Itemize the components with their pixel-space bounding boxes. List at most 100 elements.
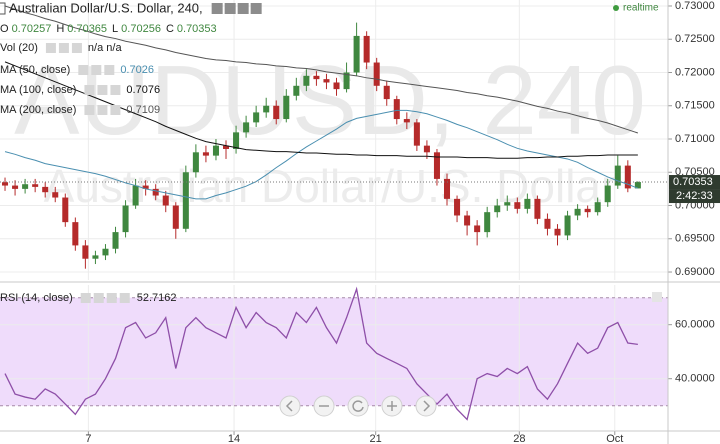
- ohlc-label: O: [0, 23, 9, 35]
- candle-body: [584, 208, 591, 213]
- candle-body: [363, 35, 370, 63]
- candle-body: [604, 185, 611, 203]
- candle-body: [403, 119, 410, 123]
- candle-body: [484, 212, 491, 233]
- title-icon: [250, 3, 262, 14]
- x-tick-label: 7: [85, 433, 91, 444]
- legend-icon: [78, 65, 89, 75]
- legend-icon: [119, 293, 130, 303]
- candle-body: [373, 62, 380, 86]
- candle-body: [152, 188, 159, 196]
- legend-icon: [97, 105, 108, 115]
- volume-legend: Vol (20): [0, 42, 38, 54]
- legend-icon: [84, 85, 95, 95]
- legend-icon: [106, 293, 117, 303]
- scroll-right-button[interactable]: [415, 395, 437, 417]
- candle-body: [343, 72, 350, 90]
- legend-value: 0.7026: [120, 64, 154, 76]
- candle-body: [243, 122, 250, 133]
- moving-average-line: [4, 5, 639, 134]
- x-tick-label: 28: [513, 433, 525, 444]
- candle-body: [263, 105, 270, 113]
- ohlc-value: 0.70256: [121, 23, 161, 35]
- zoom-controls: [279, 395, 437, 417]
- volume-values: n/a n/a: [88, 42, 123, 54]
- legend-icon: [110, 105, 121, 115]
- candle-body: [504, 202, 511, 206]
- candle-body: [233, 132, 240, 149]
- candle-body: [544, 218, 551, 229]
- countdown-label: 2:42:33: [676, 190, 713, 202]
- candle-body: [353, 35, 360, 73]
- y-tick-label: 0.73000: [675, 0, 715, 12]
- realtime-dot: [613, 5, 619, 11]
- scroll-left-icon: [285, 400, 293, 412]
- rsi-band-fill: [0, 297, 668, 406]
- legend-icon: [91, 65, 102, 75]
- candle-body: [524, 198, 531, 209]
- zoom-in-icon: [387, 401, 397, 411]
- legend-value: 0.7109: [126, 104, 160, 116]
- legend-icon: [45, 43, 56, 53]
- legend-name: MA (200, close): [0, 104, 76, 116]
- candle-body: [624, 165, 631, 189]
- y-tick-label: 0.69000: [675, 266, 715, 278]
- reset-button[interactable]: [347, 395, 369, 417]
- reset-icon: [352, 400, 364, 412]
- ohlc-label: L: [112, 23, 118, 35]
- symbol-icon: [0, 2, 6, 15]
- candle-body: [72, 222, 79, 246]
- candle-body: [142, 185, 149, 189]
- pane-menu-icon[interactable]: [652, 292, 662, 302]
- candle-body: [293, 85, 300, 96]
- ohlc-value: 0.70257: [12, 23, 52, 35]
- candle-body: [454, 198, 461, 216]
- candle-body: [443, 178, 451, 199]
- candle-body: [494, 205, 501, 213]
- title-icon: [237, 3, 249, 14]
- candle-body: [102, 248, 109, 256]
- candle-body: [122, 205, 129, 233]
- legend-value: 0.7076: [126, 84, 160, 96]
- ohlc-label: H: [56, 23, 64, 35]
- ohlc-value: 0.70365: [67, 23, 107, 35]
- legend-icon: [71, 43, 82, 53]
- candle-body: [112, 232, 119, 249]
- ohlc-label: C: [166, 23, 174, 35]
- legend-name: MA (50, close): [0, 64, 70, 76]
- candle-body: [383, 85, 390, 100]
- candle-body: [162, 195, 169, 206]
- candle-body: [303, 75, 310, 86]
- y-tick-label: 0.71500: [675, 100, 715, 112]
- realtime-label: realtime: [623, 3, 659, 14]
- x-tick-label: 21: [370, 433, 382, 444]
- candle-body: [574, 208, 581, 216]
- candle-body: [2, 182, 9, 186]
- legend-icon: [80, 293, 91, 303]
- candle-body: [323, 79, 330, 83]
- legend-icon: [93, 293, 104, 303]
- y-tick-label: 0.72500: [675, 33, 715, 45]
- candle-body: [393, 99, 400, 120]
- title-icon: [224, 3, 236, 14]
- current-price-label: 0.70353: [673, 176, 713, 188]
- candle-body: [273, 105, 280, 120]
- legend-value: 52.7162: [137, 292, 177, 304]
- scroll-left-button[interactable]: [279, 395, 301, 417]
- watermark-symbol: AUDUSD, 240: [14, 45, 646, 155]
- candle-body: [172, 205, 179, 229]
- candle-body: [464, 215, 471, 226]
- y-tick-label: 40.0000: [675, 373, 715, 385]
- candle-body: [534, 198, 541, 219]
- candle-body: [182, 172, 189, 229]
- title-icon: [211, 3, 223, 14]
- ohlc-legend: O 0.70257 H 0.70365 L 0.70256 C 0.70353: [0, 23, 217, 35]
- candle-body: [12, 185, 19, 189]
- legend-icon: [97, 85, 108, 95]
- legend-name: MA (100, close): [0, 84, 76, 96]
- ohlc-value: 0.70353: [177, 23, 217, 35]
- candle-body: [32, 184, 39, 187]
- legend-icon: [84, 105, 95, 115]
